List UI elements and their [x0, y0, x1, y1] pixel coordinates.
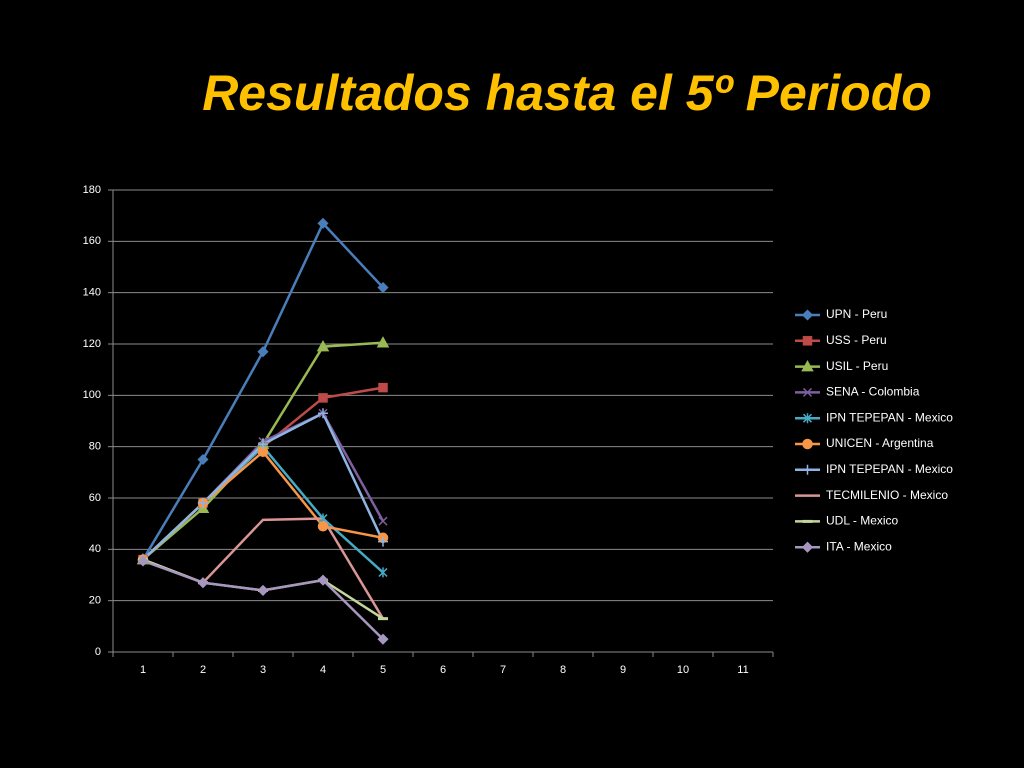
y-tick-label: 20: [89, 595, 101, 607]
x-tick-label: 6: [440, 664, 446, 676]
marker: [802, 438, 813, 450]
marker: [378, 567, 388, 578]
series-line: [142, 411, 385, 561]
series-line: [141, 221, 384, 561]
legend-label: UNICEN - Argentina: [826, 436, 934, 450]
marker: [257, 584, 269, 596]
marker: [317, 574, 329, 586]
marker: [802, 413, 813, 424]
legend-label: UDL - Mexico: [826, 514, 899, 528]
x-tick-label: 3: [260, 664, 266, 676]
marker: [197, 453, 209, 466]
marker: [318, 393, 328, 403]
x-tick-label: 9: [620, 664, 626, 676]
legend-label: ITA - Mexico: [826, 539, 892, 553]
legend-label: TECMILENIO - Mexico: [826, 488, 948, 502]
marker: [317, 520, 329, 532]
y-tick-label: 160: [83, 235, 101, 247]
y-tick-label: 80: [89, 441, 101, 453]
marker: [802, 387, 813, 397]
x-tick-label: 7: [500, 664, 506, 676]
x-tick-label: 5: [380, 664, 386, 676]
marker: [378, 382, 388, 393]
y-tick-label: 140: [83, 287, 101, 299]
marker: [802, 336, 813, 346]
marker: [376, 336, 390, 348]
y-tick-label: 60: [89, 492, 101, 504]
marker: [801, 541, 814, 553]
marker: [316, 340, 330, 352]
y-tick-label: 120: [83, 338, 101, 350]
legend-label: USS - Peru: [826, 333, 887, 347]
chart-title: Resultados hasta el 5º Periodo: [202, 65, 932, 121]
y-tick-label: 40: [89, 543, 101, 555]
x-tick-label: 10: [677, 664, 689, 676]
legend-label: SENA - Colombia: [826, 385, 920, 399]
legend-label: IPN TEPEPAN - Mexico: [826, 410, 953, 424]
marker: [378, 516, 388, 526]
marker: [257, 346, 269, 358]
marker: [198, 498, 208, 509]
x-tick-label: 8: [560, 664, 566, 676]
marker: [137, 555, 149, 567]
marker: [801, 309, 814, 321]
legend-label: IPN TEPEPAN - Mexico: [826, 462, 953, 476]
marker: [377, 633, 389, 645]
marker: [378, 536, 388, 547]
x-tick-label: 11: [737, 664, 748, 676]
marker: [317, 217, 329, 229]
marker: [377, 281, 389, 294]
series-line: [142, 411, 385, 561]
x-tick-label: 1: [140, 664, 146, 676]
marker: [318, 408, 328, 419]
y-tick-label: 0: [95, 646, 101, 658]
legend-label: UPN - Peru: [826, 307, 887, 321]
series-line: [142, 450, 384, 561]
y-tick-label: 100: [83, 389, 101, 401]
marker: [801, 360, 814, 372]
legend-label: USIL - Peru: [826, 359, 888, 373]
y-tick-label: 180: [83, 184, 101, 196]
marker: [197, 577, 209, 589]
marker: [802, 464, 813, 475]
series-line: [142, 386, 384, 561]
marker: [258, 439, 268, 450]
x-tick-label: 4: [320, 664, 326, 676]
x-tick-label: 2: [200, 664, 206, 676]
